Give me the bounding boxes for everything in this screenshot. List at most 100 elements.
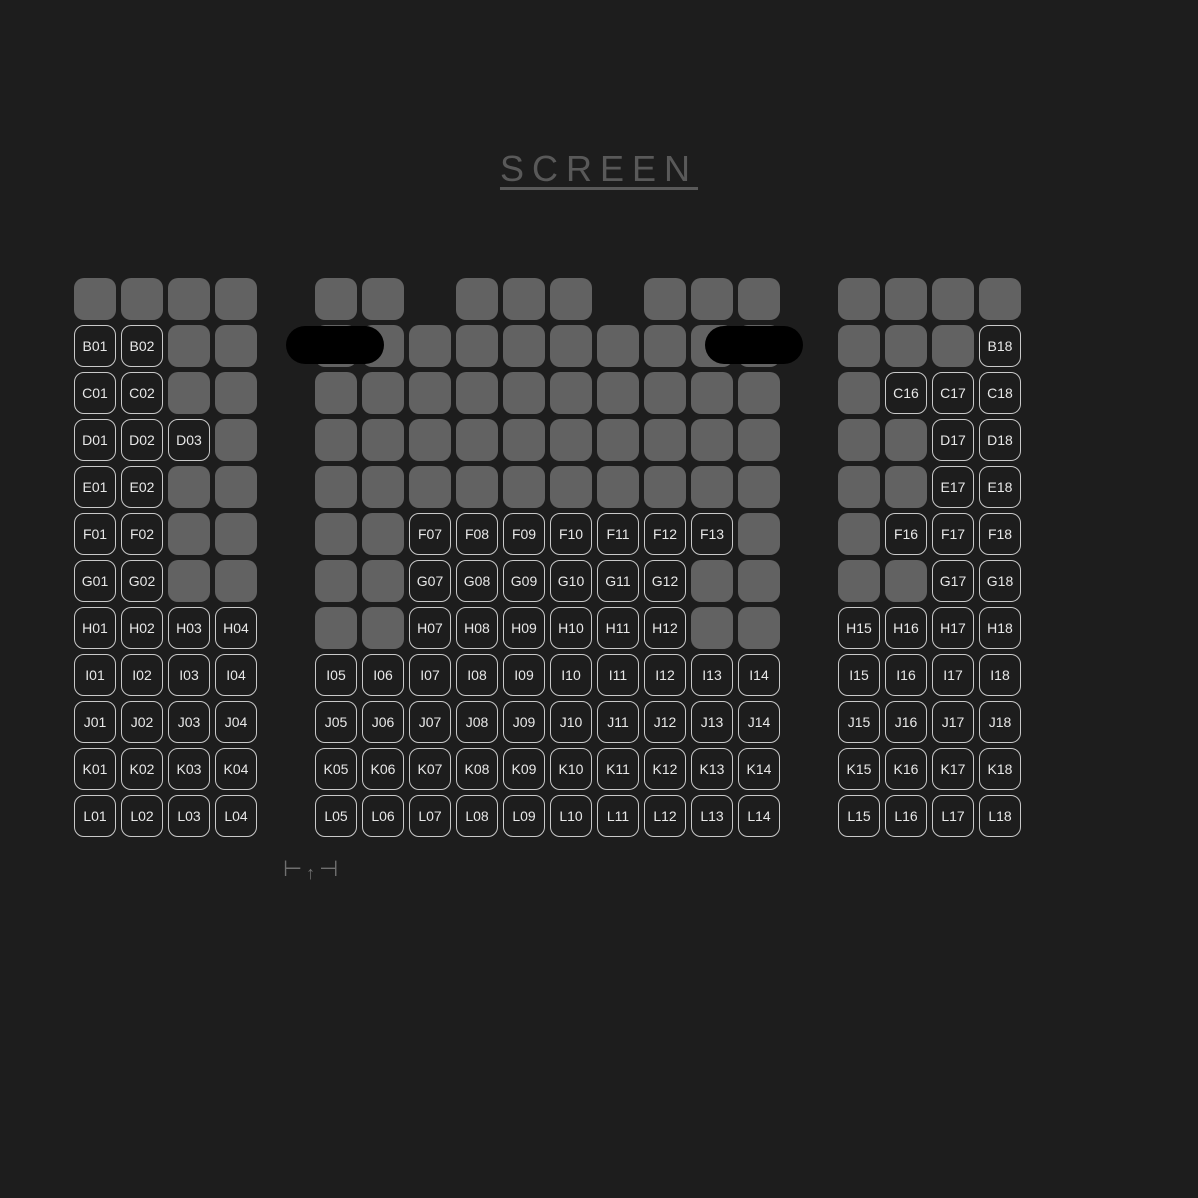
seat-available[interactable]: C16 (885, 372, 927, 414)
seat-available[interactable]: H08 (456, 607, 498, 649)
seat-available[interactable]: K03 (168, 748, 210, 790)
seat-available[interactable]: G09 (503, 560, 545, 602)
seat-available[interactable]: H10 (550, 607, 592, 649)
seat-available[interactable]: H16 (885, 607, 927, 649)
seat-available[interactable]: D02 (121, 419, 163, 461)
seat-available[interactable]: C02 (121, 372, 163, 414)
seat-available[interactable]: J12 (644, 701, 686, 743)
seat-available[interactable]: I16 (885, 654, 927, 696)
seat-available[interactable]: I09 (503, 654, 545, 696)
seat-available[interactable]: D18 (979, 419, 1021, 461)
seat-available[interactable]: J05 (315, 701, 357, 743)
seat-available[interactable]: I04 (215, 654, 257, 696)
seat-available[interactable]: H04 (215, 607, 257, 649)
seat-available[interactable]: C01 (74, 372, 116, 414)
seat-available[interactable]: L17 (932, 795, 974, 837)
seat-available[interactable]: I17 (932, 654, 974, 696)
seat-available[interactable]: D03 (168, 419, 210, 461)
seat-available[interactable]: H02 (121, 607, 163, 649)
seat-available[interactable]: F16 (885, 513, 927, 555)
seat-available[interactable]: J15 (838, 701, 880, 743)
seat-available[interactable]: J11 (597, 701, 639, 743)
seat-available[interactable]: J14 (738, 701, 780, 743)
seat-available[interactable]: L05 (315, 795, 357, 837)
seat-available[interactable]: I03 (168, 654, 210, 696)
seat-available[interactable]: J16 (885, 701, 927, 743)
seat-available[interactable]: L12 (644, 795, 686, 837)
seat-available[interactable]: J01 (74, 701, 116, 743)
seat-available[interactable]: I12 (644, 654, 686, 696)
seat-available[interactable]: F09 (503, 513, 545, 555)
seat-available[interactable]: I14 (738, 654, 780, 696)
seat-available[interactable]: G08 (456, 560, 498, 602)
seat-available[interactable]: J08 (456, 701, 498, 743)
seat-available[interactable]: K15 (838, 748, 880, 790)
seat-available[interactable]: K12 (644, 748, 686, 790)
seat-available[interactable]: E02 (121, 466, 163, 508)
seat-available[interactable]: E01 (74, 466, 116, 508)
seat-available[interactable]: J02 (121, 701, 163, 743)
seat-available[interactable]: F07 (409, 513, 451, 555)
seat-available[interactable]: G18 (979, 560, 1021, 602)
seat-available[interactable]: K09 (503, 748, 545, 790)
seat-available[interactable]: F13 (691, 513, 733, 555)
seat-available[interactable]: K14 (738, 748, 780, 790)
seat-available[interactable]: L01 (74, 795, 116, 837)
seat-available[interactable]: L16 (885, 795, 927, 837)
seat-available[interactable]: L02 (121, 795, 163, 837)
seat-available[interactable]: J13 (691, 701, 733, 743)
seat-available[interactable]: G01 (74, 560, 116, 602)
seat-available[interactable]: H01 (74, 607, 116, 649)
seat-available[interactable]: D17 (932, 419, 974, 461)
seat-available[interactable]: I02 (121, 654, 163, 696)
seat-available[interactable]: K10 (550, 748, 592, 790)
seat-available[interactable]: H12 (644, 607, 686, 649)
seat-available[interactable]: H15 (838, 607, 880, 649)
seat-available[interactable]: L18 (979, 795, 1021, 837)
seat-available[interactable]: L04 (215, 795, 257, 837)
seat-available[interactable]: L13 (691, 795, 733, 837)
seat-available[interactable]: H17 (932, 607, 974, 649)
seat-available[interactable]: K02 (121, 748, 163, 790)
seat-available[interactable]: F01 (74, 513, 116, 555)
seat-available[interactable]: J03 (168, 701, 210, 743)
seat-available[interactable]: F10 (550, 513, 592, 555)
seat-available[interactable]: D01 (74, 419, 116, 461)
seat-available[interactable]: F18 (979, 513, 1021, 555)
seat-available[interactable]: E17 (932, 466, 974, 508)
seat-available[interactable]: I06 (362, 654, 404, 696)
seat-available[interactable]: I15 (838, 654, 880, 696)
seat-available[interactable]: F02 (121, 513, 163, 555)
seat-available[interactable]: J07 (409, 701, 451, 743)
seat-available[interactable]: F11 (597, 513, 639, 555)
seat-available[interactable]: H11 (597, 607, 639, 649)
seat-available[interactable]: F17 (932, 513, 974, 555)
seat-available[interactable]: I18 (979, 654, 1021, 696)
seat-available[interactable]: L06 (362, 795, 404, 837)
seat-available[interactable]: K18 (979, 748, 1021, 790)
seat-available[interactable]: L15 (838, 795, 880, 837)
seat-available[interactable]: K08 (456, 748, 498, 790)
seat-available[interactable]: G10 (550, 560, 592, 602)
seat-available[interactable]: B18 (979, 325, 1021, 367)
seat-available[interactable]: L08 (456, 795, 498, 837)
seat-available[interactable]: J10 (550, 701, 592, 743)
seat-available[interactable]: G02 (121, 560, 163, 602)
seat-available[interactable]: I11 (597, 654, 639, 696)
seat-available[interactable]: K07 (409, 748, 451, 790)
seat-available[interactable]: I05 (315, 654, 357, 696)
seat-available[interactable]: K17 (932, 748, 974, 790)
seat-available[interactable]: L07 (409, 795, 451, 837)
seat-available[interactable]: I10 (550, 654, 592, 696)
seat-available[interactable]: J18 (979, 701, 1021, 743)
seat-available[interactable]: I01 (74, 654, 116, 696)
seat-available[interactable]: H09 (503, 607, 545, 649)
seat-available[interactable]: H07 (409, 607, 451, 649)
seat-available[interactable]: F12 (644, 513, 686, 555)
seat-available[interactable]: F08 (456, 513, 498, 555)
seat-available[interactable]: B01 (74, 325, 116, 367)
seat-available[interactable]: H18 (979, 607, 1021, 649)
seat-available[interactable]: I13 (691, 654, 733, 696)
seat-available[interactable]: L10 (550, 795, 592, 837)
seat-available[interactable]: B02 (121, 325, 163, 367)
